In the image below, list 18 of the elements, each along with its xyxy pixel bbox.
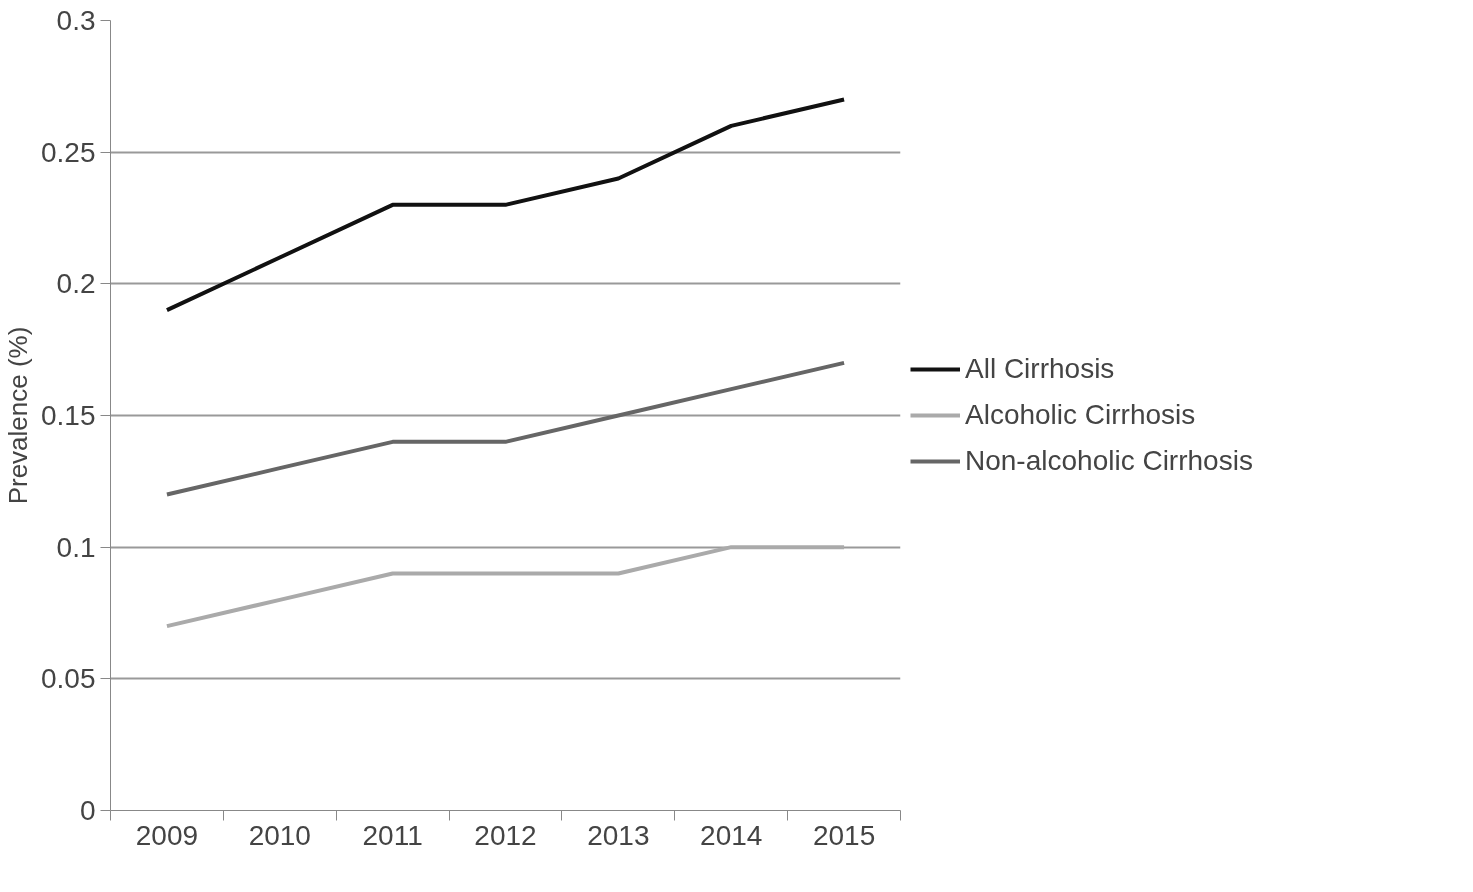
legend-label: All Cirrhosis (965, 353, 1115, 385)
y-tick-label: 0.15 (41, 400, 96, 431)
y-tick-label: 0.3 (56, 5, 96, 36)
legend-label: Alcoholic Cirrhosis (965, 399, 1196, 431)
y-tick-label: 0 (79, 795, 96, 826)
y-tick-label: 0.2 (56, 268, 96, 300)
x-tick-label: 2015 (812, 819, 876, 851)
x-tick-label: 2009 (135, 819, 199, 851)
x-tick-label: 2012 (474, 819, 537, 851)
y-tick-label: 0.25 (41, 136, 96, 168)
legend-label: Non-alcoholic Cirrhosis (965, 445, 1253, 477)
y-axis-title: Prevalence (%) (3, 326, 33, 505)
y-tick-label: 0.05 (41, 663, 96, 695)
x-tick-label: 2011 (362, 819, 423, 851)
x-tick-label: 2014 (700, 819, 763, 851)
x-tick-label: 2013 (587, 819, 650, 851)
y-tick-label: 0.1 (56, 531, 96, 563)
x-tick-label: 2010 (248, 819, 311, 851)
